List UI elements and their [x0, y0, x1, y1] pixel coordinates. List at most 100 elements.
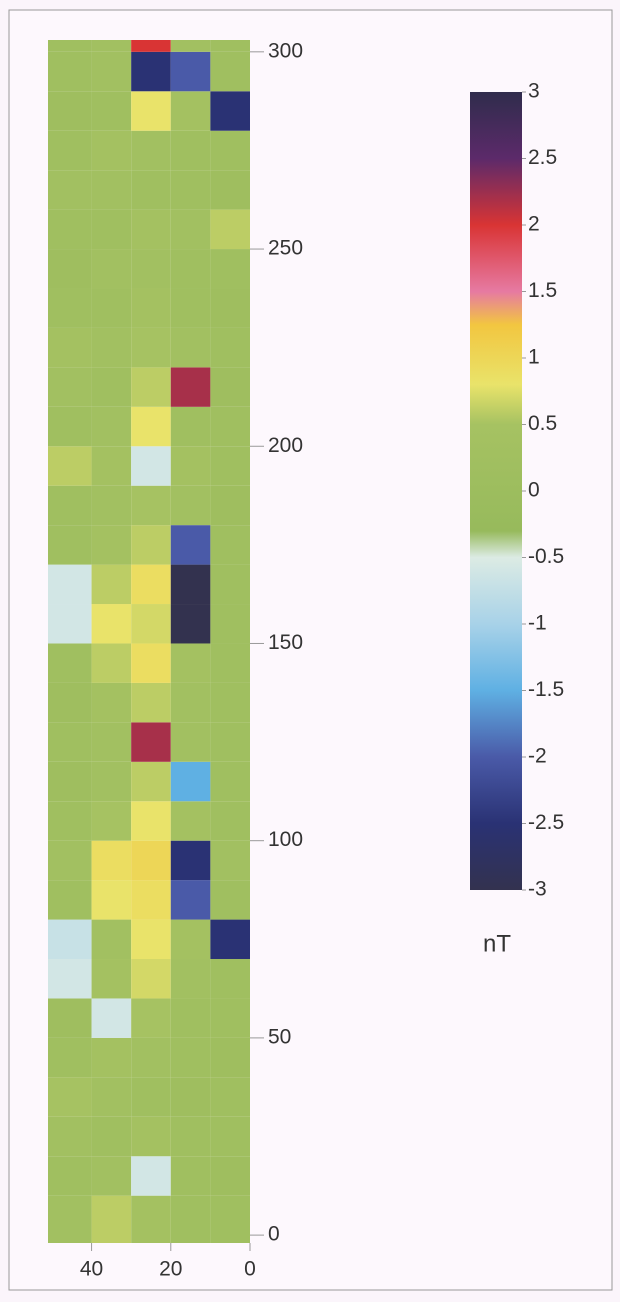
y-tick-label: 200 [268, 434, 303, 457]
heat-cell [91, 604, 132, 644]
heat-cell [210, 1077, 250, 1117]
heat-cell [210, 801, 250, 841]
heat-cell [131, 919, 171, 960]
heat-cell [210, 249, 250, 289]
heat-cell [210, 40, 250, 52]
heat-cell [170, 367, 211, 407]
heat-cell [170, 1116, 211, 1157]
heat-cell [210, 170, 250, 210]
heat-cell [48, 51, 92, 92]
heat-cell [91, 682, 132, 723]
heat-cell [48, 801, 92, 841]
heat-cell [210, 288, 250, 328]
heat-cell [131, 446, 171, 486]
heat-cell [170, 327, 211, 368]
heat-cell [170, 1195, 211, 1243]
colorbar-tick-label: 1 [528, 346, 540, 369]
heat-cell [210, 485, 250, 526]
heat-cell [131, 367, 171, 407]
heat-cell [170, 840, 211, 881]
heat-cell [131, 406, 171, 447]
heat-cell [91, 840, 132, 881]
colorbar-tick-label: -0.5 [528, 545, 564, 568]
heat-cell [210, 643, 250, 683]
colorbar-tick-label: 2.5 [528, 146, 557, 169]
heat-cell [170, 91, 211, 131]
heat-cell [48, 170, 92, 210]
heat-cell [210, 998, 250, 1038]
heat-cell [210, 327, 250, 368]
heat-cell [170, 1037, 211, 1078]
heat-cell [48, 1195, 92, 1243]
heat-cell [170, 682, 211, 723]
heat-cell [91, 998, 132, 1038]
heat-cell [48, 1077, 92, 1117]
colorbar [470, 92, 522, 890]
colorbar-tick-label: -2 [528, 745, 547, 768]
heat-cell [131, 209, 171, 250]
heat-cell [91, 1195, 132, 1243]
y-tick-label: 300 [268, 39, 303, 62]
heat-cell [170, 51, 211, 92]
heat-cell [48, 880, 92, 920]
heat-cell [210, 761, 250, 802]
colorbar-label: nT [483, 930, 511, 957]
colorbar-tick-label: -3 [528, 878, 547, 901]
heat-cell [210, 1116, 250, 1157]
heat-cell [48, 722, 92, 762]
heat-cell [210, 406, 250, 447]
heat-cell [91, 209, 132, 250]
heat-cell [91, 1037, 132, 1078]
heat-cell [91, 801, 132, 841]
heat-cell [48, 761, 92, 802]
heat-cell [48, 91, 92, 131]
heat-cell [131, 525, 171, 565]
heat-cell [170, 643, 211, 683]
heat-cell [48, 525, 92, 565]
heat-cell [131, 564, 171, 605]
heat-cell [131, 998, 171, 1038]
heat-cell [210, 604, 250, 644]
colorbar-tick-label: -1.5 [528, 678, 564, 701]
heat-cell [131, 485, 171, 526]
heat-cell [48, 682, 92, 723]
heat-cell [131, 1116, 171, 1157]
heat-cell [131, 880, 171, 920]
heat-cell [170, 959, 211, 999]
heat-cell [210, 91, 250, 131]
heat-cell [170, 170, 211, 210]
heat-cell [210, 682, 250, 723]
heat-cell [48, 485, 92, 526]
heat-cell [91, 959, 132, 999]
y-tick-label: 250 [268, 237, 303, 260]
heat-cell [91, 91, 132, 131]
heat-cell [91, 288, 132, 328]
heat-cell [48, 209, 92, 250]
heat-cell [170, 604, 211, 644]
heat-cell [91, 525, 132, 565]
heat-cell [131, 40, 171, 52]
heat-cell [131, 604, 171, 644]
heat-cell [91, 880, 132, 920]
heat-cell [210, 209, 250, 250]
heat-cell [170, 1156, 211, 1196]
heat-cell [170, 249, 211, 289]
y-tick-label: 50 [268, 1025, 291, 1048]
heat-cell [48, 406, 92, 447]
heat-cell [131, 682, 171, 723]
heat-cell [48, 604, 92, 644]
heat-cell [131, 959, 171, 999]
heat-cell [131, 1156, 171, 1196]
heat-cell [170, 998, 211, 1038]
heat-cell [131, 249, 171, 289]
colorbar-tick-label: 1.5 [528, 279, 557, 302]
heat-cell [131, 51, 171, 92]
heat-cell [48, 1156, 92, 1196]
heat-cell [48, 998, 92, 1038]
heat-cell [48, 959, 92, 999]
heat-cell [131, 801, 171, 841]
y-tick-label: 150 [268, 631, 303, 654]
heat-cell [131, 1077, 171, 1117]
heat-cell [91, 1156, 132, 1196]
